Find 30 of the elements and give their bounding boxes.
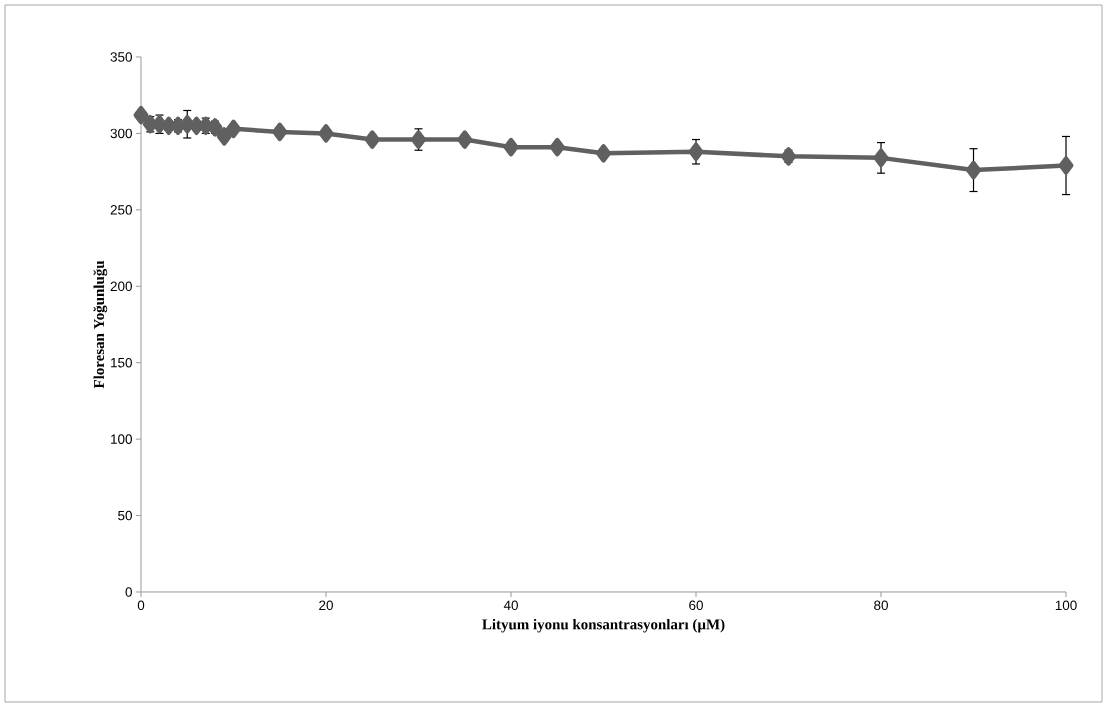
point xyxy=(873,148,889,168)
point xyxy=(318,124,334,143)
y-tick-label: 350 xyxy=(110,52,132,62)
y-tick-label: 200 xyxy=(110,281,132,292)
y-tick-label: 300 xyxy=(110,128,132,139)
point xyxy=(216,127,232,146)
point xyxy=(226,119,242,139)
point xyxy=(457,130,473,149)
y-tick-label: 150 xyxy=(111,357,132,368)
y-axis-title: Floresan Yoğunluğu xyxy=(93,260,108,389)
x-tick-label: 0 xyxy=(137,600,145,611)
y-tick-label: 100 xyxy=(111,434,132,444)
point xyxy=(1058,156,1074,175)
point xyxy=(549,137,565,157)
point xyxy=(596,144,612,163)
point xyxy=(272,122,288,142)
x-tick-label: 80 xyxy=(874,600,888,611)
x-tick-label: 40 xyxy=(503,600,518,611)
point xyxy=(966,160,982,180)
x-tick-label: 20 xyxy=(319,600,333,611)
y-tick-label: 50 xyxy=(118,510,132,521)
point xyxy=(133,105,149,125)
point xyxy=(688,142,704,161)
x-tick-label: 100 xyxy=(1055,600,1077,611)
point xyxy=(364,130,380,149)
y-tick-label: 250 xyxy=(110,205,132,215)
y-tick-label: 0 xyxy=(125,587,132,597)
x-axis-title: Lityum iyonu konsantrasyonları (µM) xyxy=(482,618,725,633)
point xyxy=(503,137,519,157)
x-tick-label: 60 xyxy=(689,600,703,611)
